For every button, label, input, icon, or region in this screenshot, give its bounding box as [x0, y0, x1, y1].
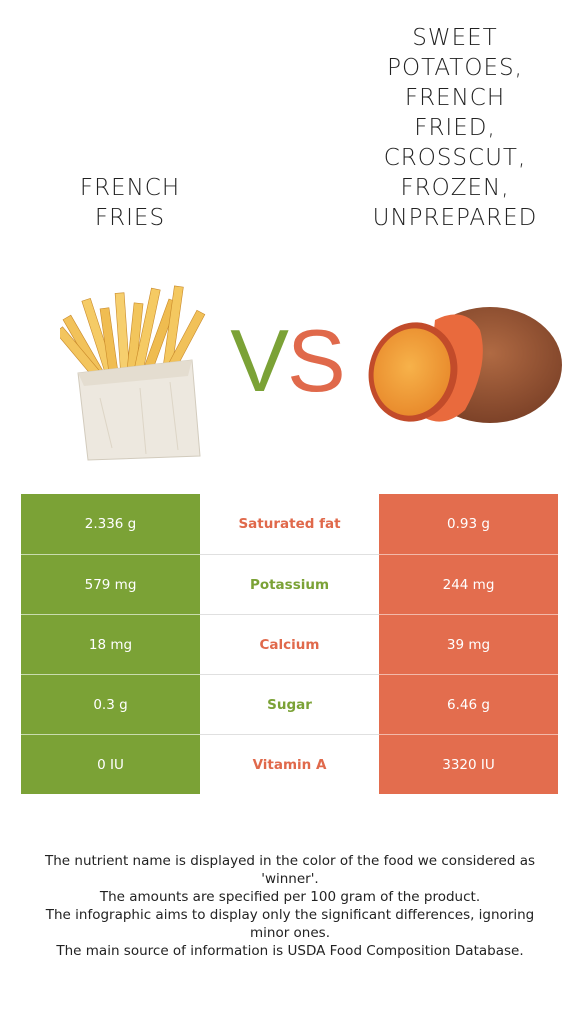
footer-line: The infographic aims to display only the…	[45, 907, 535, 941]
nutrient-name: Vitamin A	[200, 734, 379, 794]
left-value: 2.336 g	[21, 494, 200, 554]
footer-line: The amounts are specified per 100 gram o…	[99, 889, 481, 905]
left-food-title: FRENCH FRIES	[79, 175, 181, 231]
right-value: 244 mg	[379, 554, 558, 614]
nutrient-table: 2.336 g Saturated fat 0.93 g 579 mg Potassiu…	[21, 494, 558, 794]
nutrient-name: Sugar	[200, 674, 379, 734]
right-value: 39 mg	[379, 614, 558, 674]
table-row: 18 mg Calcium 39 mg	[21, 614, 558, 674]
right-value: 0.93 g	[379, 494, 558, 554]
left-value: 579 mg	[21, 554, 200, 614]
left-value: 18 mg	[21, 614, 200, 674]
table-row: 0.3 g Sugar 6.46 g	[21, 674, 558, 734]
sweet-potato-image	[368, 307, 562, 423]
french-fries-image	[60, 285, 206, 461]
table-row: 2.336 g Saturated fat 0.93 g	[21, 494, 558, 554]
table-row: 0 IU Vitamin A 3320 IU	[21, 734, 558, 794]
footer-line: The nutrient name is displayed in the co…	[44, 853, 536, 887]
footer-notes: The nutrient name is displayed in the co…	[30, 852, 550, 960]
vs-label: VS	[222, 316, 352, 406]
nutrient-name: Saturated fat	[200, 494, 379, 554]
table-row: 579 mg Potassium 244 mg	[21, 554, 558, 614]
left-value: 0.3 g	[21, 674, 200, 734]
left-value: 0 IU	[21, 734, 200, 794]
right-food-title: SWEET POTATOES, FRENCH FRIED, CROSSCUT, …	[372, 25, 538, 231]
vs-v: V	[230, 311, 289, 410]
nutrient-name: Calcium	[200, 614, 379, 674]
right-value: 3320 IU	[379, 734, 558, 794]
footer-line: The main source of information is USDA F…	[56, 943, 524, 959]
nutrient-name: Potassium	[200, 554, 379, 614]
vs-s: S	[287, 311, 346, 410]
right-value: 6.46 g	[379, 674, 558, 734]
